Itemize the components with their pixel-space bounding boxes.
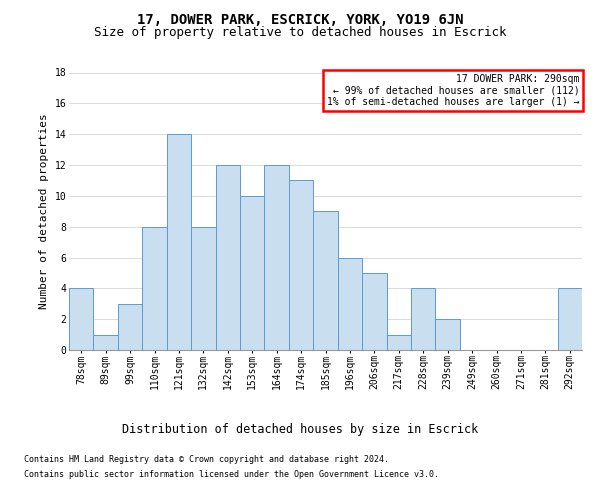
Text: Distribution of detached houses by size in Escrick: Distribution of detached houses by size …	[122, 422, 478, 436]
Bar	[240, 196, 265, 350]
Bar	[313, 211, 338, 350]
Bar	[386, 334, 411, 350]
Bar	[289, 180, 313, 350]
Text: 17 DOWER PARK: 290sqm
← 99% of detached houses are smaller (112)
1% of semi-deta: 17 DOWER PARK: 290sqm ← 99% of detached …	[327, 74, 580, 107]
Bar	[191, 226, 215, 350]
Bar	[362, 273, 386, 350]
Bar	[411, 288, 436, 350]
Bar	[215, 165, 240, 350]
Bar	[167, 134, 191, 350]
Bar	[118, 304, 142, 350]
Text: Contains public sector information licensed under the Open Government Licence v3: Contains public sector information licen…	[24, 470, 439, 479]
Bar	[142, 226, 167, 350]
Bar	[557, 288, 582, 350]
Bar	[69, 288, 94, 350]
Y-axis label: Number of detached properties: Number of detached properties	[39, 114, 49, 309]
Bar	[265, 165, 289, 350]
Bar	[436, 319, 460, 350]
Text: Size of property relative to detached houses in Escrick: Size of property relative to detached ho…	[94, 26, 506, 39]
Bar	[94, 334, 118, 350]
Text: Contains HM Land Registry data © Crown copyright and database right 2024.: Contains HM Land Registry data © Crown c…	[24, 455, 389, 464]
Text: 17, DOWER PARK, ESCRICK, YORK, YO19 6JN: 17, DOWER PARK, ESCRICK, YORK, YO19 6JN	[137, 12, 463, 26]
Bar	[338, 258, 362, 350]
